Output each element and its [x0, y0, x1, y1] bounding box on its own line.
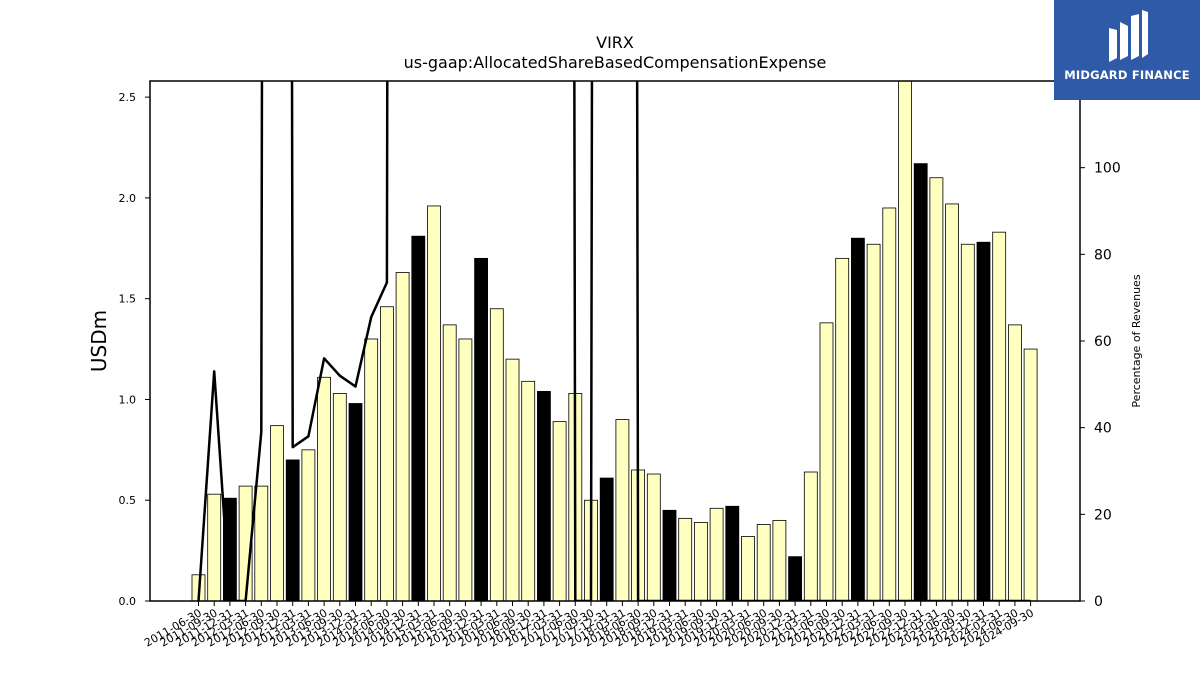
line-series [197, 81, 1031, 601]
y2-tick-label: 60 [1094, 334, 1112, 350]
bar [709, 507, 724, 601]
y2-axis-label: Percentage of Revenues [1130, 274, 1143, 407]
midgard-finance-logo: MIDGARD FINANCE [1054, 0, 1200, 100]
midgard-logo-icon [1109, 10, 1148, 62]
bar [474, 257, 489, 601]
bar [678, 517, 693, 601]
bars [191, 81, 1038, 601]
bar [395, 272, 410, 601]
bar [427, 205, 441, 601]
y-axis-label: USDm [87, 310, 111, 372]
y2-tick-label: 20 [1094, 507, 1112, 523]
chart-subtitle: us-gaap:AllocatedShareBasedCompensationE… [404, 53, 827, 72]
bar [364, 338, 379, 601]
bar [803, 471, 818, 601]
y-axis-right: 0 20 40 60 80 100 [1080, 161, 1121, 610]
bar [1023, 348, 1038, 601]
bar [458, 338, 473, 601]
bar [835, 257, 850, 601]
y-tick-label: 0.0 [119, 595, 137, 608]
y2-tick-label: 100 [1094, 161, 1121, 177]
bar [615, 419, 630, 601]
y-tick-label: 1.5 [119, 293, 137, 306]
y2-tick-label: 0 [1094, 594, 1103, 610]
bar [866, 243, 881, 601]
bar [599, 477, 614, 601]
bar [301, 449, 316, 601]
bar [741, 536, 755, 601]
logo-text: MIDGARD FINANCE [1064, 68, 1190, 82]
bar [992, 231, 1007, 601]
bar [207, 493, 222, 601]
bar [898, 81, 912, 601]
bar [505, 358, 520, 601]
bar [646, 473, 661, 601]
bar [913, 163, 928, 601]
y-tick-label: 2.0 [119, 192, 137, 205]
bar [348, 403, 363, 601]
bar [772, 519, 787, 601]
x-axis: 2011-06-302011-09-302011-12-312012-03-31… [142, 601, 1036, 650]
y2-tick-label: 40 [1094, 421, 1112, 437]
y-tick-label: 1.0 [119, 393, 137, 406]
y-tick-label: 0.5 [119, 494, 137, 507]
bar [317, 376, 332, 601]
bar [442, 324, 457, 601]
revenue-percentage-line [197, 81, 1031, 601]
bar [756, 524, 771, 601]
bar [788, 556, 802, 601]
bar [882, 207, 897, 601]
bar [489, 308, 504, 601]
bar [725, 505, 740, 601]
bar [851, 237, 865, 601]
y-axis-left: 0.0 0.5 1.0 1.5 2.0 2.5 [119, 91, 150, 608]
bar [960, 243, 975, 601]
bar [411, 235, 426, 601]
bar [1008, 324, 1022, 601]
y-tick-label: 2.5 [119, 91, 137, 104]
bar [552, 421, 567, 601]
bar [945, 203, 959, 601]
bar [254, 485, 269, 601]
bar [537, 390, 551, 601]
bar [285, 459, 300, 601]
bar [379, 306, 394, 601]
bar [662, 509, 677, 601]
bar [976, 241, 991, 601]
bar [929, 177, 944, 601]
y2-tick-label: 80 [1094, 247, 1112, 263]
chart-title: VIRX [596, 33, 634, 52]
bar [521, 380, 536, 601]
bar [332, 392, 347, 601]
bar [819, 322, 834, 601]
bar [270, 425, 284, 601]
bar [694, 522, 708, 601]
